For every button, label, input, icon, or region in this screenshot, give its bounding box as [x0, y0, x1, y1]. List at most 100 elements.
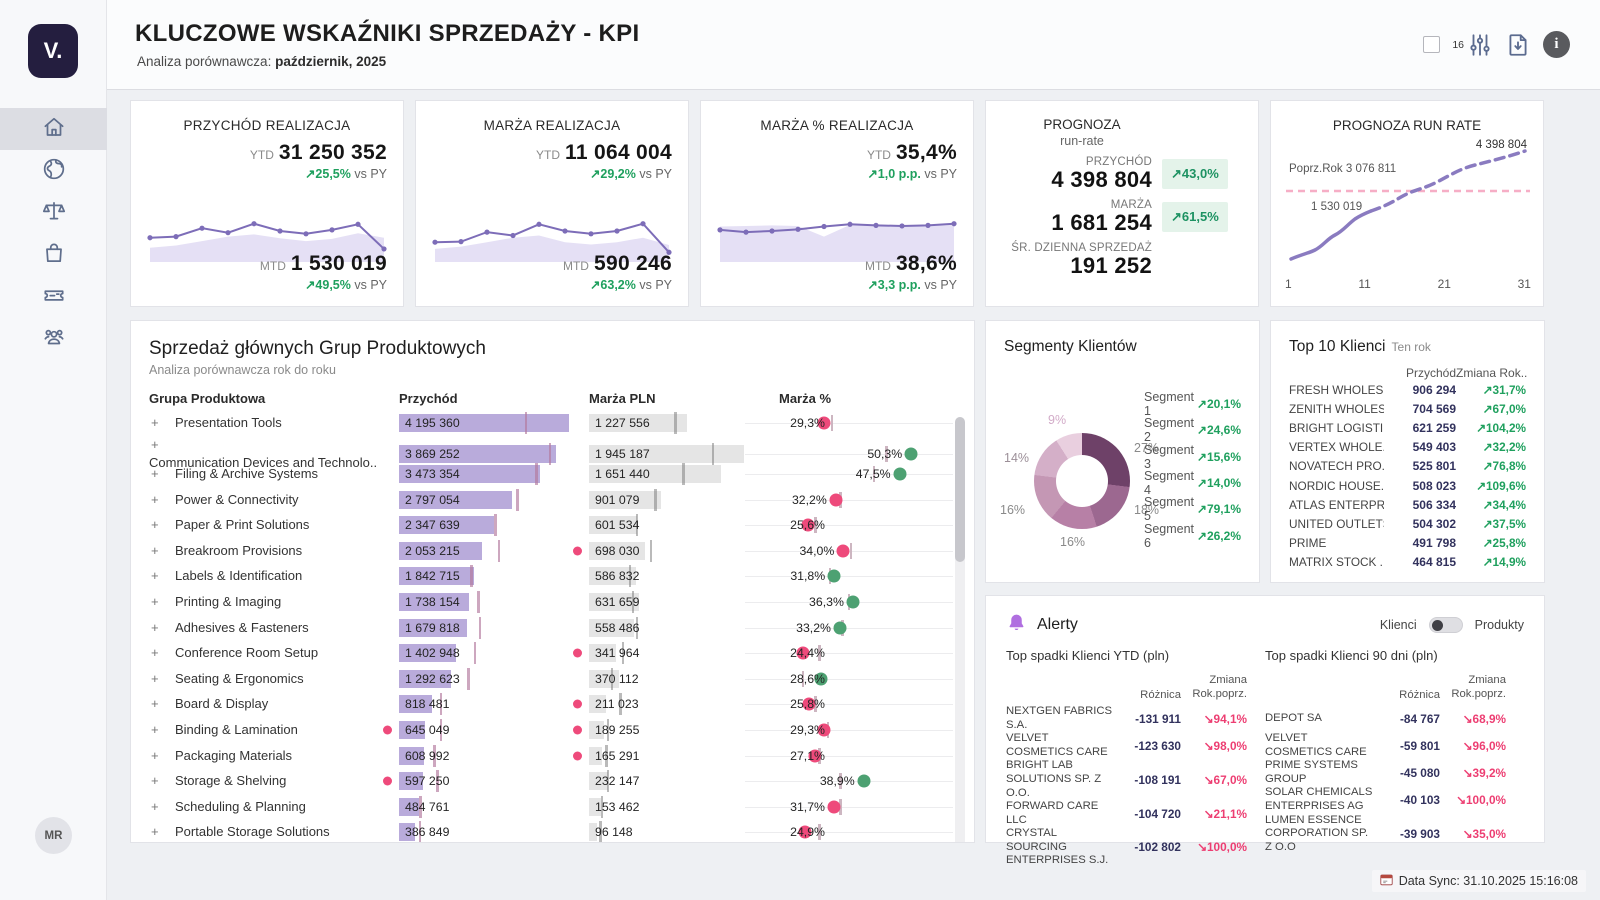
- expand-row-button[interactable]: +: [151, 542, 159, 558]
- segment-legend-item[interactable]: Segment 1 ↗20,1%: [1144, 390, 1241, 418]
- product-group-name: Presentation Tools: [175, 414, 282, 430]
- top10-row[interactable]: ZENITH WHOLES.. 704 569 ↗67,0%: [1289, 399, 1526, 418]
- expand-row-button[interactable]: +: [151, 721, 159, 737]
- alert-row[interactable]: VELVET COSMETICS CARE -123 630 ↘98,0%: [1006, 732, 1247, 759]
- segment-legend-item[interactable]: Segment 2 ↗24,6%: [1144, 416, 1241, 444]
- margin-pct-py-tick: [849, 542, 853, 559]
- margin-pct-value: 50,3%: [867, 446, 903, 461]
- header-checkbox[interactable]: [1423, 36, 1441, 53]
- client-name: VERTEX WHOLE..: [1289, 440, 1384, 455]
- expand-row-button[interactable]: +: [151, 747, 159, 763]
- product-table-row[interactable]: + Portable Storage Solutions 386 849 96 1…: [149, 820, 956, 842]
- revenue-py-tick: [497, 539, 501, 562]
- top10-row[interactable]: VERTEX WHOLE.. 549 403 ↗32,2%: [1289, 438, 1526, 457]
- product-table-row[interactable]: + Conference Room Setup 1 402 948 341 964…: [149, 640, 956, 666]
- expand-row-button[interactable]: +: [151, 645, 159, 661]
- margin-bar: [589, 567, 636, 586]
- top10-row[interactable]: NOVATECH PRO.. 525 801 ↗76,8%: [1289, 457, 1526, 476]
- margin-pct-dot: [796, 646, 810, 660]
- revenue-alert-dot: [383, 776, 392, 786]
- margin-value: 586 832: [595, 569, 640, 584]
- expand-row-button[interactable]: +: [151, 465, 159, 481]
- margin-pct-axis: [745, 627, 953, 629]
- product-table-row[interactable]: + Seating & Ergonomics 1 292 623 370 112 …: [149, 666, 956, 692]
- expand-row-button[interactable]: +: [151, 517, 159, 533]
- alert-row[interactable]: SOLAR CHEMICALS ENTERPRISES AG -40 103 ↘…: [1265, 786, 1506, 813]
- top10-row[interactable]: PRIME 491 798 ↗25,8%: [1289, 534, 1526, 553]
- product-group-name: Communication Devices and Technolo..: [149, 454, 378, 470]
- alert-row[interactable]: LUMEN ESSENCE CORPORATION SP. Z O.O -39 …: [1265, 814, 1506, 855]
- sidebar-item-tickets[interactable]: [0, 276, 107, 318]
- expand-row-button[interactable]: +: [151, 798, 159, 814]
- product-table-row[interactable]: + Paper & Print Solutions 2 347 639 601 5…: [149, 512, 956, 538]
- product-table-row[interactable]: + Scheduling & Planning 484 761 153 462 3…: [149, 794, 956, 820]
- sidebar-item-globe[interactable]: [0, 150, 107, 192]
- toggle-label-clients[interactable]: Klienci: [1379, 618, 1417, 632]
- forecast-row: ŚR. DZIENNA SPRZEDAŻ 191 252: [986, 242, 1258, 278]
- product-table-row[interactable]: + Breakroom Provisions 2 053 215 698 030 …: [149, 538, 956, 564]
- user-avatar[interactable]: MR: [35, 817, 72, 854]
- sidebar-item-shop[interactable]: [0, 234, 107, 276]
- top10-row[interactable]: FRESH WHOLES.. 906 294 ↗31,7%: [1289, 380, 1526, 399]
- alert-difference: -104 720: [1134, 806, 1181, 821]
- expand-row-button[interactable]: +: [151, 773, 159, 789]
- sidebar-item-balance[interactable]: [0, 192, 107, 234]
- segment-name: Segment 3: [1144, 442, 1195, 471]
- page-header: KLUCZOWE WSKAŹNIKI SPRZEDAŻY - KPI Anali…: [107, 0, 1600, 90]
- filters-icon[interactable]: [1467, 32, 1493, 58]
- top10-row[interactable]: MATRIX STOCK .. 464 815 ↗14,9%: [1289, 553, 1526, 572]
- top10-row[interactable]: UNITED OUTLETS 504 302 ↗37,5%: [1289, 514, 1526, 533]
- segment-legend-item[interactable]: Segment 4 ↗14,0%: [1144, 469, 1241, 497]
- margin-py-tick: [711, 442, 714, 465]
- product-table-row[interactable]: + Labels & Identification 1 842 715 586 8…: [149, 564, 956, 590]
- segment-legend-item[interactable]: Segment 6 ↗26,2%: [1144, 522, 1241, 550]
- expand-row-button[interactable]: +: [151, 696, 159, 712]
- segment-legend-item[interactable]: Segment 3 ↗15,6%: [1144, 442, 1241, 471]
- alert-row[interactable]: DEPOT SA -84 767 ↘68,9%: [1265, 705, 1506, 732]
- expand-row-button[interactable]: +: [151, 670, 159, 686]
- expand-row-button[interactable]: +: [151, 491, 159, 507]
- expand-row-button[interactable]: +: [151, 568, 159, 584]
- margin-pct-value: 32,2%: [791, 492, 827, 507]
- alert-row[interactable]: BRIGHT LAB SOLUTIONS SP. Z O.O. -108 191…: [1006, 759, 1247, 800]
- top10-row[interactable]: ATLAS ENTERPR.. 506 334 ↗34,4%: [1289, 495, 1526, 514]
- top10-row[interactable]: NORDIC HOUSE.. 508 023 ↗109,6%: [1289, 476, 1526, 495]
- product-table-row[interactable]: + Storage & Shelving 597 250 232 147 38,9…: [149, 768, 956, 794]
- toggle-label-products[interactable]: Produkty: [1474, 618, 1524, 632]
- alerts-toggle[interactable]: [1428, 617, 1463, 633]
- client-name: FRESH WHOLES..: [1289, 382, 1384, 397]
- sidebar-item-home[interactable]: [0, 108, 107, 150]
- alert-row[interactable]: VELVET COSMETICS CARE -59 801 ↘96,0%: [1265, 732, 1506, 759]
- product-table-row[interactable]: + Binding & Lamination 645 049 189 255 29…: [149, 717, 956, 743]
- product-table-row[interactable]: + Adhesives & Fasteners 1 679 818 558 486…: [149, 615, 956, 641]
- product-table-row[interactable]: + Filing & Archive Systems 3 473 354 1 65…: [149, 461, 956, 487]
- product-table-row[interactable]: + Presentation Tools 4 195 360 1 227 556 …: [149, 410, 956, 436]
- expand-row-button[interactable]: +: [151, 436, 159, 452]
- top10-row[interactable]: BRIGHT LOGISTI.. 621 259 ↗104,2%: [1289, 418, 1526, 437]
- segments-legend: Segment 1 ↗20,1% Segment 2 ↗24,6% Segmen…: [1144, 390, 1241, 550]
- alert-row[interactable]: FORWARD CARE LLC -104 720 ↘21,1%: [1006, 800, 1247, 827]
- expand-row-button[interactable]: +: [151, 824, 159, 840]
- product-table-row[interactable]: + Packaging Materials 608 992 165 291 27,…: [149, 743, 956, 769]
- alert-row[interactable]: PRIME SYSTEMS GROUP -45 080 ↘39,2%: [1265, 759, 1506, 786]
- download-report-icon[interactable]: [1505, 32, 1531, 58]
- product-table-row[interactable]: + Printing & Imaging 1 738 154 631 659 36…: [149, 589, 956, 615]
- alerts-col-change: Zmiana Rok.poprz.: [1192, 674, 1247, 701]
- alert-row[interactable]: CRYSTAL SOURCING ENTERPRISES S.J. -102 8…: [1006, 827, 1247, 868]
- app-logo[interactable]: V.: [28, 24, 78, 78]
- product-table-row[interactable]: + Power & Connectivity 2 797 054 901 079 …: [149, 487, 956, 513]
- info-icon[interactable]: i: [1543, 31, 1570, 58]
- product-table-row[interactable]: + Board & Display 818 481 211 023 25,8%: [149, 692, 956, 718]
- product-table-row[interactable]: + Communication Devices and Technolo.. 3 …: [149, 436, 956, 470]
- alert-row[interactable]: NEXTGEN FABRICS S.A. -131 911 ↘94,1%: [1006, 705, 1247, 732]
- table-scrollbar-thumb[interactable]: [955, 417, 965, 562]
- expand-row-button[interactable]: +: [151, 619, 159, 635]
- expand-row-button[interactable]: +: [151, 414, 159, 430]
- margin-pct-axis: [745, 806, 953, 808]
- donut-slice-label: 16%: [1060, 535, 1086, 549]
- client-revenue: 504 302: [1412, 516, 1456, 531]
- expand-row-button[interactable]: +: [151, 593, 159, 609]
- sidebar-item-customers[interactable]: [0, 318, 107, 360]
- client-change: ↗14,9%: [1482, 555, 1526, 570]
- segment-legend-item[interactable]: Segment 5 ↗79,1%: [1144, 495, 1241, 523]
